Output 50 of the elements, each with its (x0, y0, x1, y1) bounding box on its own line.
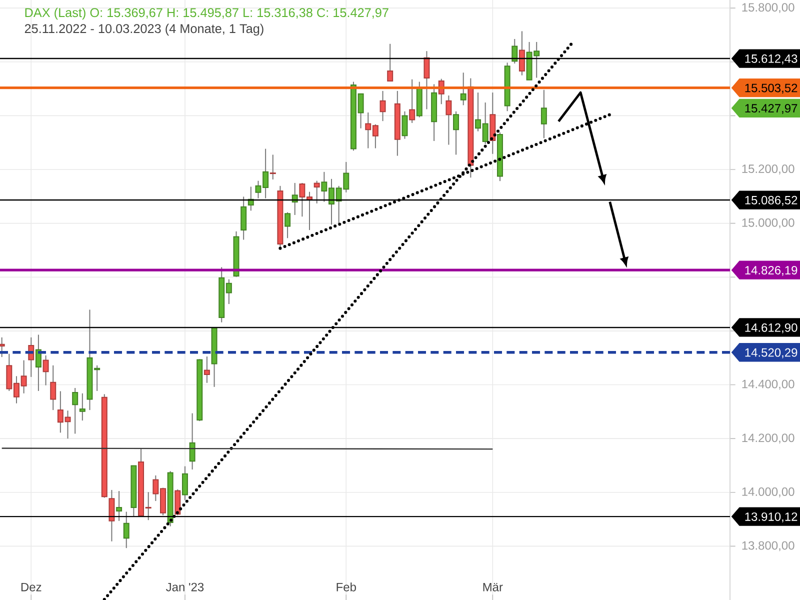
y-tick-label: 13.800,00 (742, 541, 794, 552)
candlestick (314, 180, 320, 204)
candlestick (512, 38, 518, 64)
candlestick (270, 154, 276, 180)
y-tick-label: 14.400,00 (742, 380, 794, 390)
candlestick (446, 95, 452, 146)
candlestick (409, 78, 416, 124)
candlestick (116, 490, 122, 522)
ref-line-label: 14.826,19 (745, 266, 798, 276)
candlestick (72, 387, 78, 434)
text: 25.11.2022 - 10.03.2023 (4 Monate, 1 Tag) (24, 24, 264, 36)
candlestick (518, 30, 525, 76)
y-tick-label: 15.800,00 (742, 3, 794, 14)
candlestick (174, 488, 181, 516)
candlestick (402, 110, 408, 140)
ref-line-label: 15.612,43 (745, 54, 798, 64)
y-tick-label: 14.200,00 (742, 434, 794, 444)
candlestick (292, 182, 298, 216)
candlestick (189, 412, 196, 470)
ref-line-label: 13.910,12 (745, 512, 798, 522)
candlestick (108, 489, 115, 542)
candlestick (204, 356, 210, 384)
candlestick (387, 43, 394, 82)
candlestick (123, 511, 130, 549)
candlestick (50, 364, 56, 411)
candlestick (42, 354, 49, 386)
candlestick (284, 212, 291, 239)
candlestick (0, 336, 5, 358)
x-tick-label: Mär (483, 582, 503, 592)
candlestick (460, 72, 466, 106)
ref-line-label: 15.086,52 (745, 196, 798, 206)
candlestick (453, 110, 460, 156)
candlestick (35, 334, 42, 392)
ref-line-label: 14.612,90 (745, 323, 798, 334)
candlestick (79, 392, 86, 422)
y-tick-label: 15.200,00 (742, 164, 794, 174)
ref-line-label: 14.520,29 (745, 348, 798, 358)
x-tick-label: Jan '23 (166, 582, 204, 592)
candlestick (240, 196, 247, 240)
text: DAX (Last) O: 15.369,67 H: 15.495,87 L: 15.316,38 C: 15.427,97 (25, 8, 388, 20)
x-tick-label: Feb (336, 582, 356, 592)
candlestick (540, 89, 547, 139)
y-tick-label: 15.000,00 (742, 218, 794, 228)
y-tick-label: 14.000,00 (742, 487, 794, 498)
ref-line-label: 15.503,52 (745, 84, 798, 94)
candlestick (182, 466, 188, 501)
x-tick-label: Dez (21, 582, 42, 592)
text: 15.427,97 (745, 104, 798, 114)
candlestick (380, 90, 386, 122)
candlestick (424, 50, 430, 110)
